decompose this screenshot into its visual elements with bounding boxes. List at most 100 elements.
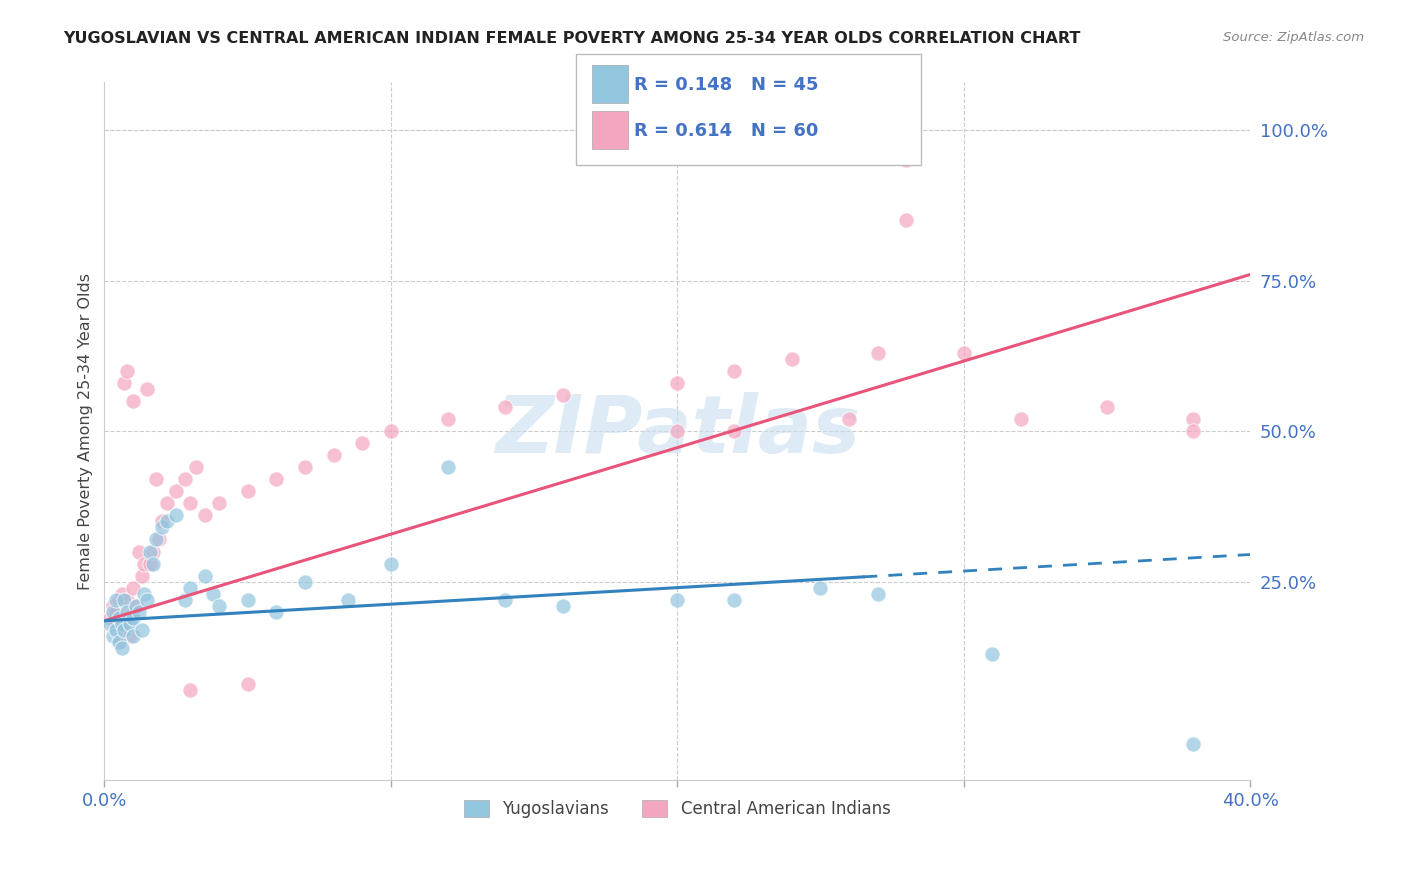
Point xyxy=(142,557,165,571)
Point xyxy=(110,640,132,655)
Point xyxy=(294,460,316,475)
Point xyxy=(136,382,159,396)
Point xyxy=(107,635,129,649)
Point xyxy=(437,460,460,475)
Point xyxy=(236,592,259,607)
Text: R = 0.614   N = 60: R = 0.614 N = 60 xyxy=(634,122,818,140)
Point xyxy=(122,394,145,409)
Point xyxy=(112,376,135,390)
Point xyxy=(380,424,402,438)
Point xyxy=(98,611,121,625)
Point xyxy=(112,605,135,619)
Point xyxy=(117,592,139,607)
Point xyxy=(723,364,745,378)
Point xyxy=(142,544,165,558)
Point xyxy=(122,611,145,625)
Point xyxy=(551,388,574,402)
Point xyxy=(150,520,173,534)
Point xyxy=(838,412,860,426)
Point xyxy=(120,629,142,643)
Point xyxy=(494,592,516,607)
Point xyxy=(780,351,803,366)
Point xyxy=(107,635,129,649)
Point xyxy=(131,568,153,582)
Point xyxy=(236,484,259,499)
Point xyxy=(896,213,918,227)
Point xyxy=(194,508,217,523)
Point xyxy=(437,412,460,426)
Point xyxy=(952,346,974,360)
Point xyxy=(1010,412,1032,426)
Point xyxy=(98,616,121,631)
Point xyxy=(112,592,135,607)
Point xyxy=(194,568,217,582)
Point xyxy=(184,460,207,475)
Point xyxy=(294,574,316,589)
Point xyxy=(110,616,132,631)
Point xyxy=(101,629,124,643)
Point xyxy=(117,611,139,625)
Point xyxy=(117,364,139,378)
Text: YUGOSLAVIAN VS CENTRAL AMERICAN INDIAN FEMALE POVERTY AMONG 25-34 YEAR OLDS CORR: YUGOSLAVIAN VS CENTRAL AMERICAN INDIAN F… xyxy=(63,31,1081,46)
Point xyxy=(808,581,831,595)
Point xyxy=(122,605,145,619)
Point xyxy=(1181,424,1204,438)
Point xyxy=(145,533,167,547)
Point xyxy=(156,515,179,529)
Point xyxy=(322,448,344,462)
Y-axis label: Female Poverty Among 25-34 Year Olds: Female Poverty Among 25-34 Year Olds xyxy=(79,273,93,590)
Point xyxy=(131,623,153,637)
Point xyxy=(122,629,145,643)
Point xyxy=(173,592,195,607)
Point xyxy=(107,611,129,625)
Point xyxy=(264,472,287,486)
Point xyxy=(336,592,359,607)
Point xyxy=(125,599,148,613)
Point xyxy=(179,581,201,595)
Point xyxy=(112,623,135,637)
Point xyxy=(120,616,142,631)
Point xyxy=(179,496,201,510)
Point xyxy=(101,605,124,619)
Point xyxy=(1095,400,1118,414)
Point xyxy=(128,605,150,619)
Point xyxy=(101,599,124,613)
Text: ZIPatlas: ZIPatlas xyxy=(495,392,859,470)
Point xyxy=(136,592,159,607)
Text: R = 0.148   N = 45: R = 0.148 N = 45 xyxy=(634,76,818,94)
Point xyxy=(208,496,231,510)
Point xyxy=(1181,412,1204,426)
Point xyxy=(128,544,150,558)
Point xyxy=(150,515,173,529)
Point xyxy=(145,472,167,486)
Point xyxy=(110,616,132,631)
Point xyxy=(981,647,1004,661)
Point xyxy=(208,599,231,613)
Point xyxy=(110,587,132,601)
Point xyxy=(139,544,162,558)
Point xyxy=(896,153,918,168)
Point xyxy=(117,605,139,619)
Point xyxy=(122,581,145,595)
Point xyxy=(666,592,689,607)
Point xyxy=(666,424,689,438)
Point xyxy=(165,484,187,499)
Point xyxy=(866,346,889,360)
Point xyxy=(134,587,156,601)
Point xyxy=(104,605,127,619)
Point xyxy=(202,587,225,601)
Point xyxy=(125,599,148,613)
Point xyxy=(723,592,745,607)
Legend: Yugoslavians, Central American Indians: Yugoslavians, Central American Indians xyxy=(457,793,897,824)
Point xyxy=(866,587,889,601)
Point xyxy=(104,616,127,631)
Point xyxy=(494,400,516,414)
Point xyxy=(551,599,574,613)
Point xyxy=(165,508,187,523)
Point xyxy=(148,533,170,547)
Point xyxy=(107,592,129,607)
Point xyxy=(179,683,201,698)
Point xyxy=(723,424,745,438)
Point xyxy=(139,557,162,571)
Point xyxy=(104,592,127,607)
